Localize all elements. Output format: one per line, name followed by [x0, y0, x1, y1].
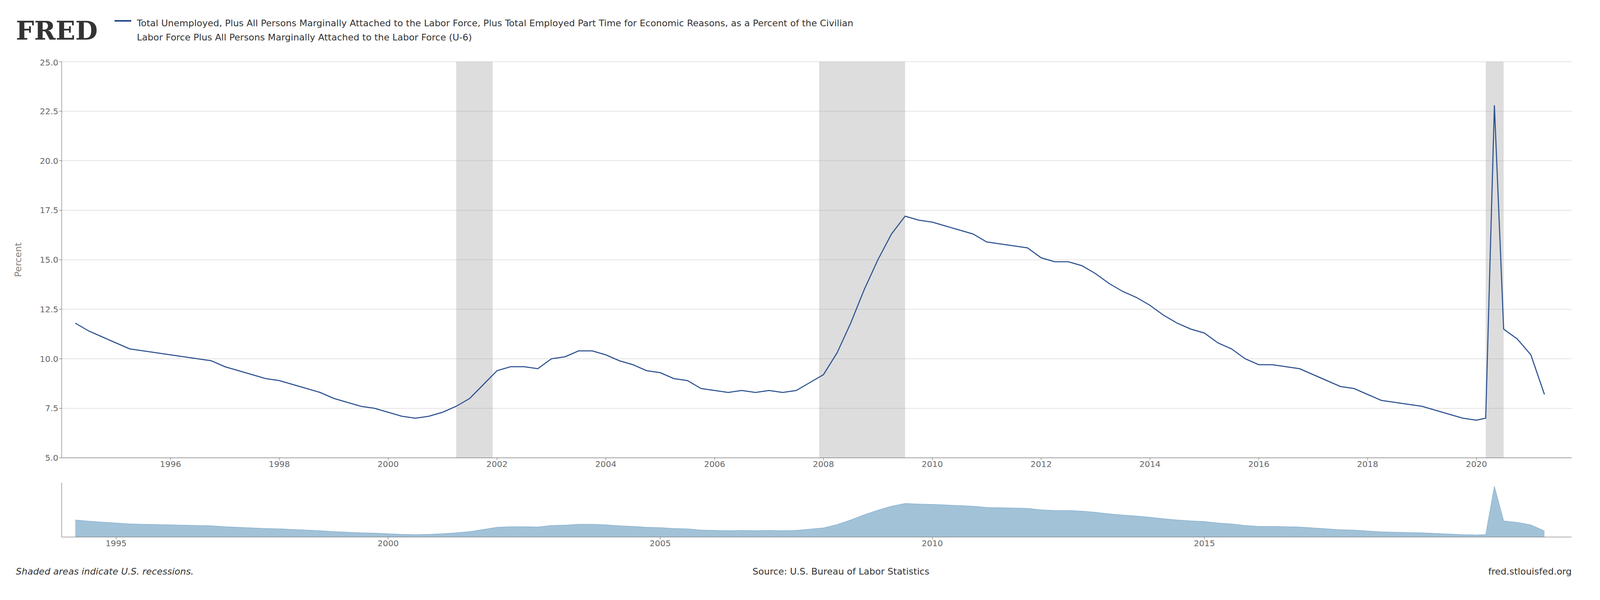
html-text:Labor Force Plus All Persons M: Labor Force Plus All Persons Marginally … — [136, 32, 472, 43]
svg-text:2020: 2020 — [1465, 458, 1488, 469]
svg-text:1995: 1995 — [105, 537, 127, 548]
svg-text:2018: 2018 — [1357, 458, 1379, 469]
svg-text:20.0: 20.0 — [39, 155, 59, 166]
svg-text:2015: 2015 — [1193, 537, 1215, 548]
svg-text:17.5: 17.5 — [39, 205, 59, 215]
svg-text:10.0: 10.0 — [39, 353, 59, 364]
svg-text:2008: 2008 — [812, 458, 835, 469]
svg-text:2000: 2000 — [377, 537, 399, 548]
svg-text:2004: 2004 — [595, 458, 617, 469]
svg-text:2014: 2014 — [1139, 458, 1161, 469]
svg-text:2012: 2012 — [1030, 458, 1052, 469]
html-text:Shaded areas indicate U.S. rec: Shaded areas indicate U.S. recessions. — [15, 565, 194, 577]
html-text:FRED: FRED — [15, 15, 98, 46]
svg-text:1998: 1998 — [268, 458, 290, 469]
svg-text:Percent: Percent — [12, 242, 24, 277]
svg-text:2002: 2002 — [486, 458, 508, 469]
svg-text:22.5: 22.5 — [39, 106, 59, 117]
svg-text:2000: 2000 — [377, 458, 399, 469]
svg-text:12.5: 12.5 — [39, 304, 59, 315]
svg-text:5.0: 5.0 — [45, 452, 59, 463]
svg-text:1996: 1996 — [160, 458, 182, 469]
svg-text:25.0: 25.0 — [39, 57, 59, 68]
html-text:fred.stlouisfed.org: fred.stlouisfed.org — [1488, 565, 1572, 577]
svg-text:2016: 2016 — [1248, 458, 1270, 469]
svg-text:2006: 2006 — [704, 458, 726, 469]
svg-text:2005: 2005 — [649, 537, 671, 548]
svg-text:2010: 2010 — [921, 537, 943, 548]
svg-text:7.5: 7.5 — [45, 402, 59, 413]
html-text:Total Unemployed, Plus All Per: Total Unemployed, Plus All Persons Margi… — [136, 17, 854, 29]
html-text:Source: U.S. Bureau of Labor S: Source: U.S. Bureau of Labor Statistics — [752, 565, 930, 577]
svg-text:15.0: 15.0 — [39, 254, 59, 265]
svg-text:2010: 2010 — [921, 458, 943, 469]
